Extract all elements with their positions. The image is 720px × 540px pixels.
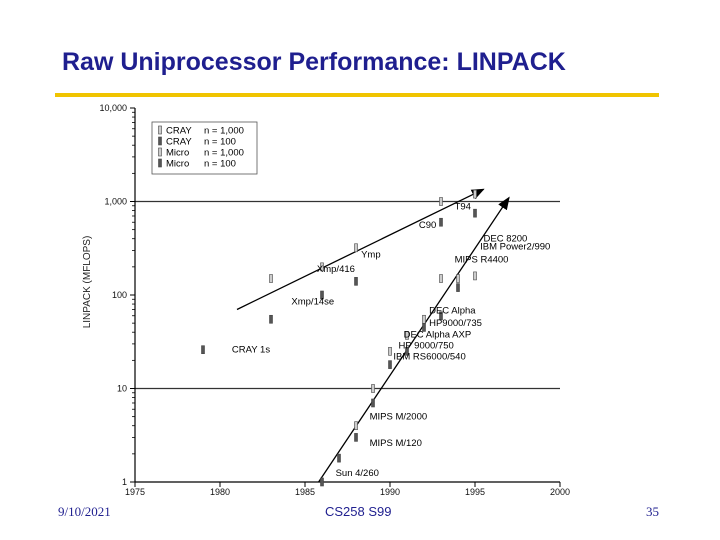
annotation-label: DEC 8200 xyxy=(484,234,528,245)
legend-label: CRAY xyxy=(166,126,192,137)
data-point xyxy=(320,262,324,272)
data-point xyxy=(354,243,358,253)
data-point xyxy=(371,398,375,408)
data-point xyxy=(439,274,443,283)
x-tick-label: 2000 xyxy=(550,487,570,497)
annotation-label: IBM RS6000/540 xyxy=(393,351,465,362)
annotation-label: DEC Alpha AXP xyxy=(404,329,472,340)
data-point xyxy=(388,346,392,356)
data-point xyxy=(439,197,443,206)
legend-label: Micro xyxy=(166,159,189,170)
legend-label: Micro xyxy=(166,148,189,159)
legend-swatch xyxy=(158,125,162,135)
footer-course: CS258 S99 xyxy=(325,504,392,519)
data-point xyxy=(473,271,477,281)
annotation-label: HP9000/735 xyxy=(429,318,482,329)
data-point xyxy=(201,345,205,354)
trend-layer xyxy=(236,188,510,483)
legend-n: n = 1,000 xyxy=(204,126,244,137)
annotation-label: MIPS M/2000 xyxy=(370,412,428,423)
annotation-label: HP 9000/750 xyxy=(399,340,454,351)
data-point xyxy=(456,283,460,292)
annotation-label: MIPS M/120 xyxy=(370,438,422,449)
y-axis-label: LINPACK (MFLOPS) xyxy=(82,236,93,329)
legend-n: n = 1,000 xyxy=(204,148,244,159)
data-point xyxy=(371,384,375,393)
y-tick-label: 10,000 xyxy=(99,103,127,113)
annotation-label: CRAY 1s xyxy=(232,345,270,356)
legend-n: n = 100 xyxy=(204,159,236,170)
data-point xyxy=(473,189,477,199)
slide-title: Raw Uniprocessor Performance: LINPACK xyxy=(62,48,566,76)
data-point xyxy=(269,274,273,283)
legend-n: n = 100 xyxy=(204,137,236,148)
page-number: 35 xyxy=(646,504,659,519)
annotation-label: Xmp/416 xyxy=(317,264,355,275)
footer-date: 9/10/2021 xyxy=(58,504,111,519)
data-point xyxy=(473,208,477,218)
grid-layer xyxy=(135,200,560,390)
legend-swatch xyxy=(158,158,162,168)
legend-box xyxy=(151,121,258,175)
trend-arrow-vector xyxy=(236,188,485,311)
data-point xyxy=(422,323,426,332)
x-tick-label: 1985 xyxy=(295,487,315,497)
axis-layer: 1 10 100 1,000 10,000 1975 1980 1985 1990 1995 200… xyxy=(99,103,570,497)
x-tick-label: 1980 xyxy=(210,487,230,497)
data-point xyxy=(320,290,324,300)
y-tick-label: 1,000 xyxy=(104,197,127,207)
legend-label: CRAY xyxy=(166,137,192,148)
x-tick-label: 1990 xyxy=(380,487,400,497)
y-tick-label: 100 xyxy=(112,290,127,300)
y-tick-label: 1 xyxy=(122,477,127,487)
data-point xyxy=(269,314,273,324)
data-point xyxy=(320,477,324,487)
data-point xyxy=(354,277,358,286)
point-layer xyxy=(201,189,477,487)
data-point xyxy=(456,274,460,283)
data-point xyxy=(439,311,443,321)
data-point xyxy=(422,314,426,324)
data-point xyxy=(405,346,409,356)
legend-swatch xyxy=(158,136,162,146)
annotation-label: IBM Power2/990 xyxy=(480,242,550,253)
annotation-label: Xmp/14se xyxy=(291,297,334,308)
annotation-label: T94 xyxy=(455,202,471,213)
annotation-label: MIPS R4400 xyxy=(455,254,509,265)
annotation-label: Ymp xyxy=(361,250,381,261)
trend-arrow-micro xyxy=(318,196,510,483)
annotation-label: DEC Alpha xyxy=(429,306,476,317)
data-point xyxy=(439,217,443,227)
legend-swatch xyxy=(158,147,162,157)
annotation-label: Sun 4/260 xyxy=(336,468,379,479)
title-underline xyxy=(55,93,659,97)
data-point xyxy=(354,433,358,442)
y-tick-label: 10 xyxy=(117,384,127,394)
data-point xyxy=(405,331,409,340)
x-tick-label: 1975 xyxy=(125,487,145,497)
data-point xyxy=(337,453,341,463)
chart-legend: CRAY n = 1,000 CRAY n = 100 Micro n = 1,000 Mi… xyxy=(151,121,258,175)
data-point xyxy=(388,360,392,369)
data-point xyxy=(354,421,358,431)
annotation-label: C90 xyxy=(419,220,436,231)
x-tick-label: 1995 xyxy=(465,487,485,497)
